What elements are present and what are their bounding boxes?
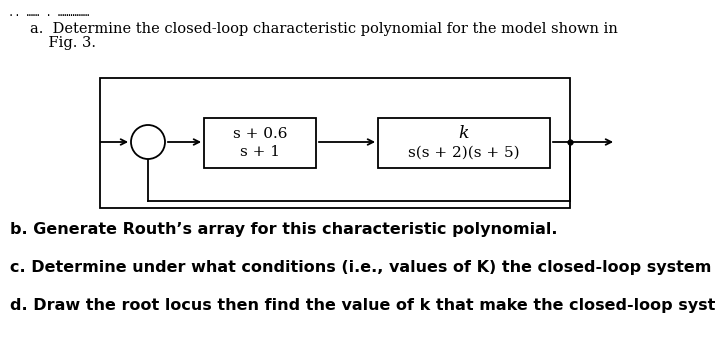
Bar (204, 118, 316, 168)
Text: s + 1: s + 1 (240, 145, 280, 159)
Text: .. …… . ……………: .. …… . …………… (8, 8, 90, 18)
Text: d. Draw the root locus then find the value of k that make the closed-loop system: d. Draw the root locus then find the val… (10, 298, 716, 313)
Text: k: k (459, 125, 469, 141)
Circle shape (131, 125, 165, 159)
Text: a.  Determine the closed-loop characteristic polynomial for the model shown in: a. Determine the closed-loop characteris… (30, 22, 618, 36)
Text: b. Generate Routh’s array for this characteristic polynomial.: b. Generate Routh’s array for this chara… (10, 222, 558, 237)
Text: Fig. 3.: Fig. 3. (30, 36, 96, 50)
Bar (100, 78, 570, 208)
Bar (378, 118, 550, 168)
Text: c. Determine under what conditions (i.e., values of K) the closed-loop system is: c. Determine under what conditions (i.e.… (10, 260, 716, 275)
Text: s(s + 2)(s + 5): s(s + 2)(s + 5) (408, 146, 520, 160)
Text: s + 0.6: s + 0.6 (233, 127, 287, 141)
